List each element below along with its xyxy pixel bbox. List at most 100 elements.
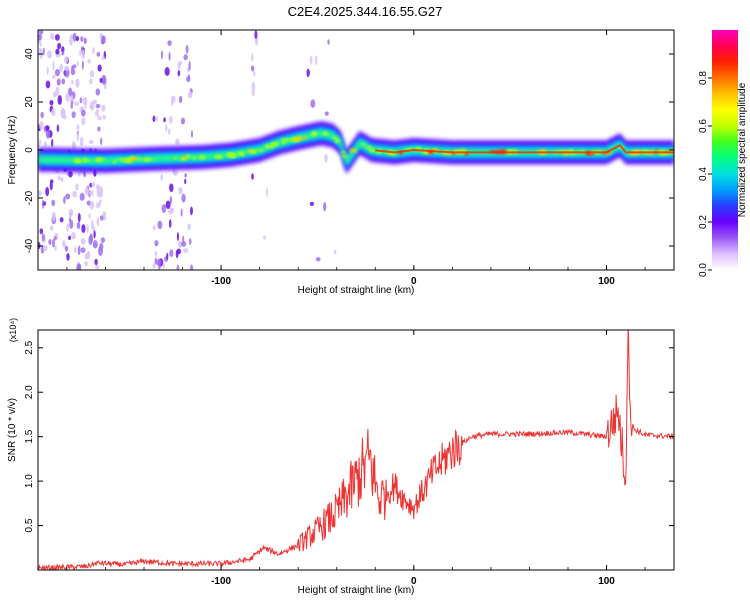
noise-speck bbox=[71, 140, 76, 150]
noise-speck bbox=[76, 263, 82, 270]
noise-speck bbox=[100, 237, 106, 244]
snr-y-tick-label: 1.0 bbox=[24, 474, 35, 488]
colorbar-tick-label: 0.6 bbox=[698, 119, 709, 133]
ridge-hotspot bbox=[136, 158, 144, 161]
noise-speck bbox=[51, 211, 56, 222]
ridge-hotspot bbox=[269, 144, 274, 149]
colorbar-tick-label: 0.2 bbox=[698, 215, 709, 229]
ridge-hotspot bbox=[340, 154, 349, 158]
noise-speck bbox=[70, 95, 74, 103]
noise-speck bbox=[89, 103, 93, 110]
noise-speck bbox=[68, 235, 71, 241]
ridge-hotspot bbox=[145, 158, 154, 161]
noise-speck bbox=[75, 183, 79, 191]
noise-speck bbox=[101, 104, 106, 112]
ridge-hotspot bbox=[272, 143, 279, 146]
noise-speck bbox=[57, 94, 63, 105]
noise-speck bbox=[79, 49, 82, 56]
noise-speck bbox=[99, 77, 103, 84]
noise-speck bbox=[173, 169, 178, 176]
noise-speck bbox=[76, 132, 80, 142]
noise-speck bbox=[80, 238, 86, 245]
noise-speck bbox=[168, 128, 171, 135]
noise-speck bbox=[251, 173, 254, 180]
noise-speck bbox=[70, 103, 74, 109]
noise-speck bbox=[176, 264, 180, 270]
noise-speck bbox=[96, 216, 100, 227]
noise-speck bbox=[49, 182, 53, 191]
noise-speck bbox=[97, 126, 101, 132]
noise-speck bbox=[45, 186, 50, 197]
noise-speck bbox=[65, 193, 71, 200]
noise-speck bbox=[56, 78, 61, 86]
noise-speck bbox=[79, 97, 83, 104]
noise-speck bbox=[160, 50, 164, 60]
spectrogram-noise bbox=[38, 30, 337, 270]
noise-speck bbox=[164, 67, 170, 76]
noise-speck bbox=[187, 223, 191, 231]
noise-speck bbox=[61, 51, 65, 56]
ridge-green-layer bbox=[38, 130, 674, 165]
spectrogram-x-tick-label: -100 bbox=[211, 276, 231, 287]
noise-speck bbox=[64, 65, 70, 72]
ridge-hotspot bbox=[349, 149, 358, 153]
noise-speck bbox=[186, 76, 191, 83]
noise-speck bbox=[169, 249, 174, 257]
noise-speck bbox=[42, 47, 45, 56]
noise-speck bbox=[84, 186, 89, 196]
noise-speck bbox=[333, 249, 337, 255]
noise-speck bbox=[56, 124, 60, 133]
spectrogram-y-tick-label: -20 bbox=[24, 190, 35, 205]
noise-speck bbox=[41, 199, 45, 209]
ridge-hotspot bbox=[361, 142, 366, 146]
noise-speck bbox=[81, 60, 84, 70]
noise-speck bbox=[315, 257, 321, 262]
noise-speck bbox=[64, 245, 69, 252]
ridge-hotspot bbox=[236, 151, 244, 155]
ridge-hotspot bbox=[185, 154, 191, 159]
noise-speck bbox=[251, 90, 255, 97]
noise-speck bbox=[188, 238, 192, 245]
noise-speck bbox=[178, 95, 183, 104]
noise-speck bbox=[166, 252, 169, 260]
noise-speck bbox=[185, 44, 189, 54]
noise-speck bbox=[169, 196, 173, 205]
noise-speck bbox=[89, 70, 95, 78]
noise-speck bbox=[57, 175, 61, 181]
noise-speck bbox=[52, 61, 55, 71]
noise-speck bbox=[93, 230, 96, 239]
noise-speck bbox=[39, 228, 44, 235]
noise-speck bbox=[171, 97, 174, 107]
noise-speck bbox=[96, 51, 101, 57]
noise-speck bbox=[88, 213, 91, 219]
noise-speck bbox=[46, 66, 49, 76]
noise-speck bbox=[80, 247, 86, 253]
noise-speck bbox=[97, 115, 102, 121]
noise-speck bbox=[54, 245, 57, 251]
noise-speck bbox=[95, 103, 101, 109]
noise-speck bbox=[72, 32, 77, 42]
noise-speck bbox=[79, 136, 84, 147]
noise-speck bbox=[254, 37, 259, 46]
ridge-hotspot bbox=[294, 137, 300, 140]
noise-speck bbox=[66, 223, 69, 233]
snr-y-tick-label: 2.0 bbox=[24, 385, 35, 399]
spectrogram-y-tick-label: 20 bbox=[24, 96, 35, 108]
ridge-hotspot bbox=[303, 136, 308, 140]
noise-speck bbox=[251, 81, 256, 92]
noise-speck bbox=[51, 199, 56, 207]
noise-speck bbox=[98, 246, 103, 257]
noise-speck bbox=[190, 129, 194, 138]
spectrogram-panel: -100 0 100 -40 -20 0 20 40 Height of straight … bbox=[7, 29, 675, 296]
snr-y-tick-label: 2.5 bbox=[24, 340, 35, 354]
noise-speck bbox=[180, 117, 186, 125]
noise-speck bbox=[168, 116, 173, 125]
snr-y-label: SNR (10 * v/v) bbox=[7, 398, 18, 462]
noise-speck bbox=[71, 79, 74, 85]
snr-plot-area bbox=[38, 330, 674, 570]
ridge-hotspot bbox=[99, 158, 105, 161]
ridge-hotspot bbox=[340, 151, 346, 154]
colorbar-tick-label: 0.0 bbox=[698, 263, 709, 277]
noise-speck bbox=[89, 189, 93, 197]
noise-speck bbox=[177, 61, 181, 70]
